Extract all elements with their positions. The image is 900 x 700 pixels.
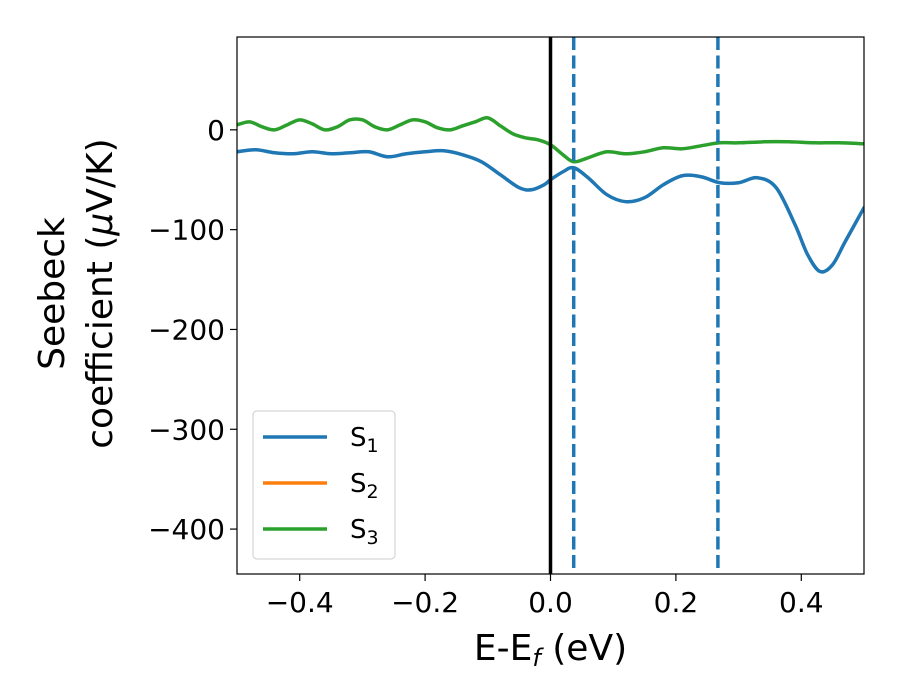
y-tick-label: −100	[148, 214, 225, 247]
x-tick-label: 0.4	[779, 586, 824, 619]
series-line-s1	[237, 148, 864, 274]
x-tick-label: −0.2	[391, 586, 459, 619]
legend-box	[252, 410, 396, 560]
y-tick-label: −400	[148, 513, 225, 546]
y-tick-label: −200	[148, 313, 225, 346]
legend-label: S1	[350, 423, 379, 457]
x-tick-label: 0.2	[654, 586, 699, 619]
series-line-s3	[237, 116, 864, 164]
y-axis-title-line2: coefficient (μV/K)	[80, 138, 121, 448]
legend-label: S3	[350, 515, 379, 549]
x-axis-title: E-Ef (eV)	[474, 628, 627, 672]
legend: S1 S2 S3	[252, 410, 396, 560]
y-axis-title-mu: μ	[80, 213, 121, 237]
x-axis-title-main: E-E	[474, 628, 532, 669]
x-axis-title-tail: (eV)	[541, 628, 627, 669]
legend-item-s1: S1	[263, 423, 379, 457]
y-tick-label: −300	[148, 413, 225, 446]
y-axis-title-pre: coefficient (	[80, 236, 121, 449]
legend-item-s3: S3	[263, 515, 379, 549]
axis-ticks: −0.4 −0.2 0.0 0.2 0.4 0 −100 −200 −300 −400	[148, 114, 823, 619]
legend-item-s2: S2	[263, 469, 379, 503]
legend-label: S2	[350, 469, 379, 503]
plot-lines	[237, 37, 864, 574]
x-tick-label: 0.0	[528, 586, 573, 619]
y-tick-label: 0	[207, 114, 225, 147]
y-axis-title-line1: Seebeck	[32, 217, 73, 370]
y-axis-title-post: V/K)	[80, 138, 121, 212]
x-tick-label: −0.4	[266, 586, 334, 619]
